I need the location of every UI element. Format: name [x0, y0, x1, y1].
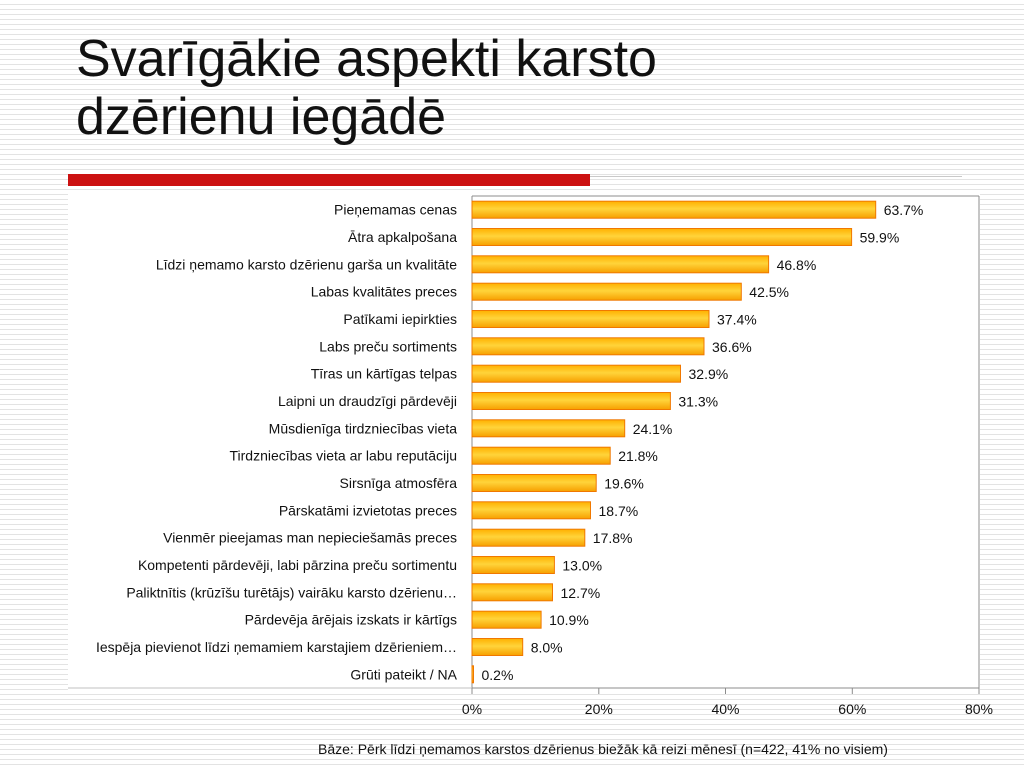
data-label: 36.6% [712, 339, 752, 355]
category-label: Labas kvalitātes preces [311, 284, 457, 300]
category-label: Tīras un kārtīgas telpas [311, 366, 457, 382]
data-label: 17.8% [593, 530, 633, 546]
bar [471, 255, 770, 274]
bar [471, 310, 710, 328]
bar [471, 282, 742, 301]
bar [471, 501, 591, 520]
title-divider-line [590, 176, 962, 177]
bar [471, 392, 671, 410]
data-label: 32.9% [689, 366, 729, 382]
bar [471, 638, 524, 656]
data-label: 8.0% [531, 640, 563, 656]
chart-background [68, 194, 980, 694]
bar [471, 364, 681, 383]
bar [471, 556, 555, 574]
data-label: 21.8% [618, 448, 658, 464]
x-tick-label: 80% [965, 701, 993, 717]
bar [471, 583, 553, 602]
bar [471, 610, 542, 629]
title-accent-bar [68, 174, 590, 186]
bar [471, 528, 586, 547]
category-label: Kompetenti pārdevēji, labi pārzina preču… [138, 557, 457, 573]
x-tick-label: 20% [585, 701, 613, 717]
category-label: Līdzi ņemamo karsto dzērienu garša un kv… [156, 256, 457, 272]
category-label: Pārskatāmi izvietotas preces [279, 502, 457, 518]
data-label: 46.8% [777, 257, 817, 273]
data-label: 37.4% [717, 312, 757, 328]
x-tick-label: 0% [462, 701, 482, 717]
category-label: Tirdzniecības vieta ar labu reputāciju [230, 448, 458, 464]
data-label: 10.9% [549, 612, 589, 628]
category-label: Labs preču sortiments [319, 338, 457, 354]
category-label: Grūti pateikt / NA [350, 666, 457, 682]
bar [471, 665, 474, 684]
data-label: 19.6% [604, 476, 644, 492]
data-label: 59.9% [860, 230, 900, 246]
data-label: 18.7% [599, 503, 639, 519]
category-label: Mūsdienīga tirdzniecības vieta [269, 420, 458, 436]
category-label: Pārdevēja ārējais izskats ir kārtīgs [245, 612, 457, 628]
category-label: Ātra apkalpošana [348, 229, 457, 245]
bar [471, 200, 877, 219]
category-label: Pieņemamas cenas [334, 202, 457, 218]
data-label: 12.7% [561, 585, 601, 601]
bar [471, 446, 611, 465]
category-label: Patīkami iepirkties [343, 311, 457, 327]
bar [471, 337, 705, 356]
base-footnote: Bāze: Pērk līdzi ņemamos karstos dzērien… [318, 741, 888, 757]
category-label: Vienmēr pieejamas man nepieciešamās prec… [163, 530, 457, 546]
data-label: 13.0% [562, 558, 602, 574]
x-tick-label: 40% [711, 701, 739, 717]
bar [471, 474, 597, 492]
category-label: Laipni un draudzīgi pārdevēji [278, 393, 457, 409]
data-label: 63.7% [884, 202, 924, 218]
data-label: 42.5% [749, 284, 789, 300]
category-label: Sirsnīga atmosfēra [340, 475, 458, 491]
category-label: Iespēja pievienot līdzi ņemamiem karstaj… [96, 639, 457, 655]
data-label: 24.1% [633, 421, 673, 437]
x-tick-label: 60% [838, 701, 866, 717]
data-label: 0.2% [482, 667, 514, 683]
category-label: Paliktnītis (krūzīšu turētājs) vairāku k… [126, 584, 457, 600]
bar [471, 419, 626, 438]
slide-title: Svarīgākie aspekti karsto dzērienu iegād… [76, 30, 657, 146]
data-label: 31.3% [678, 394, 718, 410]
bar [471, 228, 853, 246]
